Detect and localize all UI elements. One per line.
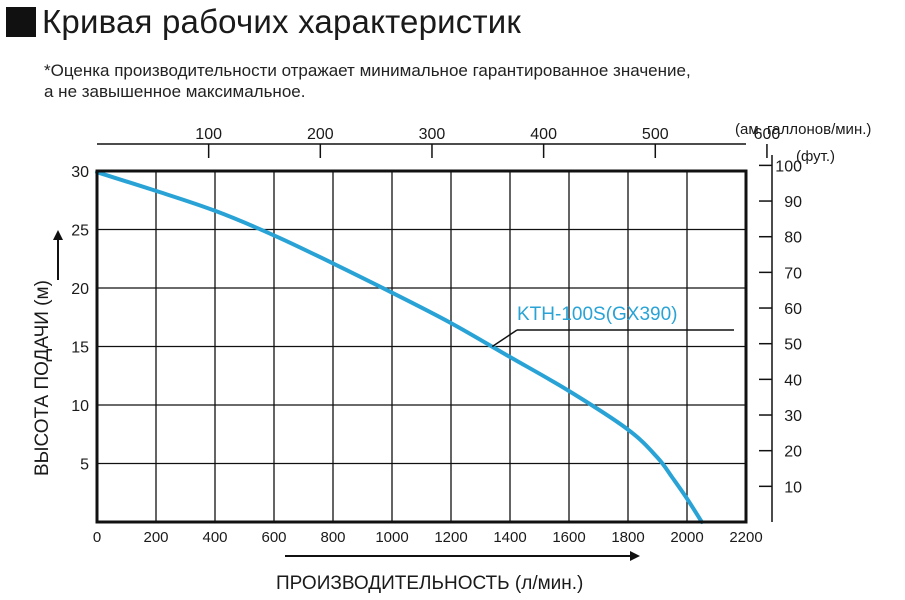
series-line-kth-100s [95, 170, 704, 524]
right-axis-tick-label: 40 [784, 372, 802, 389]
right-axis-tick-label: 70 [784, 265, 802, 282]
top-axis-tick-label: 500 [642, 126, 669, 143]
series-leader-pointer [491, 329, 518, 348]
right-axis-tick-label: 100 [775, 158, 802, 175]
right-axis-tick-label: 80 [784, 230, 802, 247]
right-axis-tick-label: 50 [784, 337, 802, 354]
x-tick-label: 2200 [729, 529, 762, 546]
right-axis-tick-label: 10 [784, 479, 802, 496]
right-axis-unit: (фут.) [796, 148, 835, 165]
top-axis-tick-label: 300 [419, 126, 446, 143]
top-axis-tick-label: 100 [195, 126, 222, 143]
x-tick-label: 200 [143, 529, 168, 546]
y-tick-label: 15 [71, 340, 89, 357]
series-label: KTH-100S(GX390) [517, 304, 678, 325]
top-axis-tick-label: 600 [754, 126, 781, 143]
axes: 0 200 400 600 800 1000 1200 1400 1600 1800 2000 220… [71, 126, 802, 546]
chart-title: Кривая рабочих характеристик [42, 3, 522, 40]
x-tick-label: 800 [320, 529, 345, 546]
right-axis-tick-label: 30 [784, 408, 802, 425]
x-tick-label: 1600 [552, 529, 585, 546]
y-tick-label: 10 [71, 398, 89, 415]
top-axis-tick-label: 200 [307, 126, 334, 143]
y-tick-label: 20 [71, 281, 89, 298]
plot-frame [95, 169, 748, 524]
y-tick-label: 5 [80, 457, 89, 474]
right-axis-tick-label: 90 [784, 194, 802, 211]
right-axis-tick-label: 20 [784, 444, 802, 461]
x-tick-label: 1000 [375, 529, 408, 546]
chart-note-line-1: *Оценка производительности отражает мини… [44, 61, 691, 80]
y-tick-label: 25 [71, 223, 89, 240]
title-square-icon [6, 7, 36, 37]
top-axis-unit: (ам. галлонов/мин.) [735, 121, 871, 138]
chart-note-line-2: а не завышенное максимальное. [44, 82, 306, 101]
chart-header: Кривая рабочих характеристик [6, 2, 521, 42]
x-tick-label: 2000 [670, 529, 703, 546]
x-axis-label: ПРОИЗВОДИТЕЛЬНОСТЬ (л/мин.) [276, 573, 583, 594]
y-tick-label: 30 [71, 164, 89, 181]
series-layer [95, 170, 704, 524]
top-axis-tick-label: 400 [530, 126, 557, 143]
x-tick-label: 600 [261, 529, 286, 546]
x-tick-label: 400 [202, 529, 227, 546]
x-tick-label: 1400 [493, 529, 526, 546]
chart-note: *Оценка производительности отражает мини… [44, 60, 691, 102]
right-axis-tick-label: 60 [784, 301, 802, 318]
x-tick-label: 0 [93, 529, 101, 546]
x-tick-label: 1800 [611, 529, 644, 546]
grid [97, 171, 746, 522]
x-tick-label: 1200 [434, 529, 467, 546]
y-axis-label: ВЫСОТА ПОДАЧИ (м) [32, 280, 53, 476]
